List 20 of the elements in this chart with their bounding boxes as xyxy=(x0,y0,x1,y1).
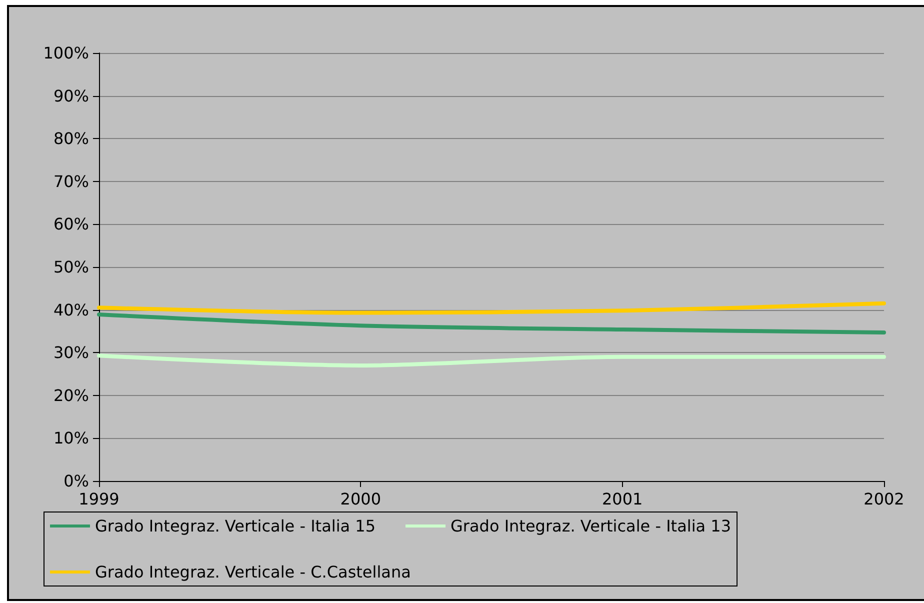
x-tick-label: 2000 xyxy=(340,490,382,508)
x-tick-label: 2002 xyxy=(864,490,904,508)
y-tick-label: 10% xyxy=(53,428,89,448)
legend-label: Grado Integraz. Verticale - Italia 15 xyxy=(95,516,376,536)
x-tick-label: 1999 xyxy=(78,490,120,508)
y-tick-label: 40% xyxy=(53,300,89,320)
legend-label: Grado Integraz. Verticale - Italia 13 xyxy=(450,516,732,536)
legend-label: Grado Integraz. Verticale - C.Castellana xyxy=(95,562,411,582)
line-series xyxy=(97,301,886,315)
y-tick-label: 90% xyxy=(53,86,89,106)
y-tick-label: 60% xyxy=(53,214,89,234)
y-tick-label: 70% xyxy=(53,172,89,191)
y-tick-label: 0% xyxy=(64,472,89,490)
line-series xyxy=(97,312,886,334)
y-tick-label: 100% xyxy=(43,44,89,62)
y-tick-label: 50% xyxy=(53,258,89,276)
x-tick-label: 2001 xyxy=(602,490,643,508)
y-tick-label: 80% xyxy=(53,129,89,148)
y-tick-label: 20% xyxy=(53,386,89,405)
y-tick-label: 30% xyxy=(53,343,89,362)
